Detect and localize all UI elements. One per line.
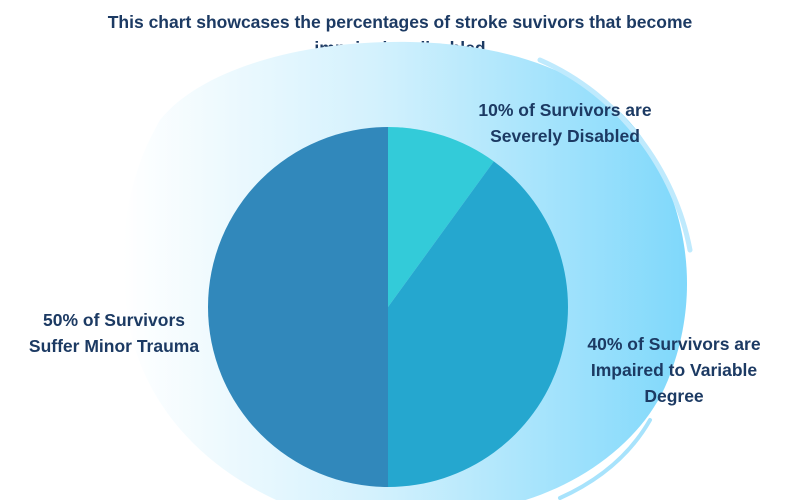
slice-label-minor-trauma: 50% of Survivors Suffer Minor Trauma: [28, 310, 200, 356]
background-splash-stroke: [537, 57, 693, 253]
slice-label-impaired: 40% of Survivors are Impaired to Variable…: [587, 334, 761, 406]
background-splash-stroke-2: [558, 418, 652, 500]
pie-slice-minor-trauma: [208, 127, 388, 487]
pie-slices: [208, 127, 568, 487]
pie-slice-severely-disabled: [388, 127, 494, 307]
slice-label-severely-disabled: 10% of Survivors are Severely Disabled: [478, 100, 652, 146]
pie-slice-impaired: [388, 161, 568, 487]
